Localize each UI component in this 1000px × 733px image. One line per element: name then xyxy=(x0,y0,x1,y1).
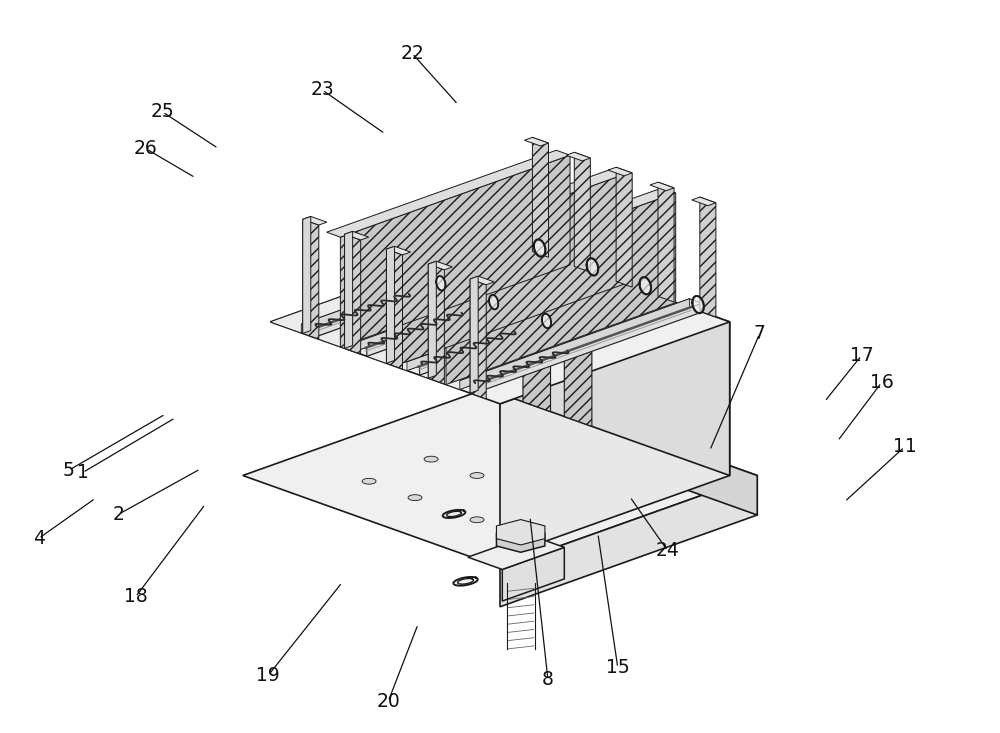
Polygon shape xyxy=(640,277,651,295)
Text: 24: 24 xyxy=(656,542,680,560)
Polygon shape xyxy=(496,520,545,545)
Ellipse shape xyxy=(470,517,484,523)
Polygon shape xyxy=(453,577,478,586)
Polygon shape xyxy=(420,284,649,375)
Polygon shape xyxy=(524,137,548,146)
Polygon shape xyxy=(407,280,649,366)
Polygon shape xyxy=(314,247,544,337)
Text: 18: 18 xyxy=(124,587,147,606)
Polygon shape xyxy=(700,197,716,317)
Polygon shape xyxy=(443,510,465,518)
Polygon shape xyxy=(428,261,436,378)
Polygon shape xyxy=(367,274,637,371)
Text: 11: 11 xyxy=(893,438,916,457)
Text: 19: 19 xyxy=(256,666,280,685)
Polygon shape xyxy=(470,279,486,399)
Polygon shape xyxy=(428,264,444,384)
Polygon shape xyxy=(650,183,674,191)
Text: 25: 25 xyxy=(151,103,174,122)
Text: 5: 5 xyxy=(63,461,75,480)
Text: 2: 2 xyxy=(113,505,124,524)
Polygon shape xyxy=(386,246,394,364)
Polygon shape xyxy=(354,261,584,352)
Ellipse shape xyxy=(532,495,546,501)
Polygon shape xyxy=(502,548,564,601)
Polygon shape xyxy=(243,384,757,567)
Polygon shape xyxy=(460,299,702,386)
Polygon shape xyxy=(608,167,632,176)
Polygon shape xyxy=(692,296,704,313)
Polygon shape xyxy=(270,240,730,404)
Text: 4: 4 xyxy=(33,529,45,548)
Polygon shape xyxy=(386,249,403,369)
Polygon shape xyxy=(345,232,353,348)
Text: 23: 23 xyxy=(310,81,334,100)
Polygon shape xyxy=(500,476,757,607)
Polygon shape xyxy=(574,152,590,272)
Polygon shape xyxy=(566,152,590,161)
Polygon shape xyxy=(432,188,676,275)
Polygon shape xyxy=(270,240,531,333)
Polygon shape xyxy=(340,155,570,347)
Text: 8: 8 xyxy=(542,670,554,689)
Polygon shape xyxy=(616,167,632,287)
Ellipse shape xyxy=(424,456,438,462)
Polygon shape xyxy=(500,322,730,558)
Ellipse shape xyxy=(408,495,422,501)
Text: 26: 26 xyxy=(134,139,157,158)
Polygon shape xyxy=(394,174,624,366)
Polygon shape xyxy=(303,216,311,334)
Polygon shape xyxy=(532,137,548,257)
Polygon shape xyxy=(692,197,716,206)
Polygon shape xyxy=(534,240,545,257)
Ellipse shape xyxy=(470,473,484,479)
Polygon shape xyxy=(345,235,361,354)
Polygon shape xyxy=(460,299,689,389)
Text: 20: 20 xyxy=(376,692,400,711)
Polygon shape xyxy=(500,240,730,476)
Polygon shape xyxy=(500,384,757,515)
Ellipse shape xyxy=(532,451,546,457)
Polygon shape xyxy=(468,535,564,570)
Polygon shape xyxy=(436,276,445,290)
Polygon shape xyxy=(386,246,411,255)
Polygon shape xyxy=(564,263,592,427)
Polygon shape xyxy=(658,183,674,302)
Polygon shape xyxy=(327,150,570,237)
Polygon shape xyxy=(523,248,551,412)
Polygon shape xyxy=(587,258,598,276)
Text: 15: 15 xyxy=(606,658,630,677)
Polygon shape xyxy=(420,293,689,389)
Polygon shape xyxy=(381,169,624,257)
Polygon shape xyxy=(301,242,531,333)
Polygon shape xyxy=(354,261,596,347)
Polygon shape xyxy=(496,527,545,552)
Text: 17: 17 xyxy=(850,346,873,365)
Polygon shape xyxy=(303,216,327,225)
Polygon shape xyxy=(367,265,596,356)
Polygon shape xyxy=(489,295,498,309)
Polygon shape xyxy=(542,314,551,328)
Polygon shape xyxy=(446,193,676,385)
Polygon shape xyxy=(428,261,452,270)
Polygon shape xyxy=(301,242,544,328)
Text: 7: 7 xyxy=(754,324,766,343)
Polygon shape xyxy=(472,303,702,394)
Text: 1: 1 xyxy=(77,463,89,482)
Polygon shape xyxy=(470,276,478,393)
Polygon shape xyxy=(303,219,319,339)
Polygon shape xyxy=(470,276,494,284)
Polygon shape xyxy=(345,232,369,240)
Polygon shape xyxy=(314,256,584,352)
Ellipse shape xyxy=(362,479,376,485)
Polygon shape xyxy=(407,280,637,371)
Text: 16: 16 xyxy=(870,373,893,392)
Text: 22: 22 xyxy=(400,44,424,63)
